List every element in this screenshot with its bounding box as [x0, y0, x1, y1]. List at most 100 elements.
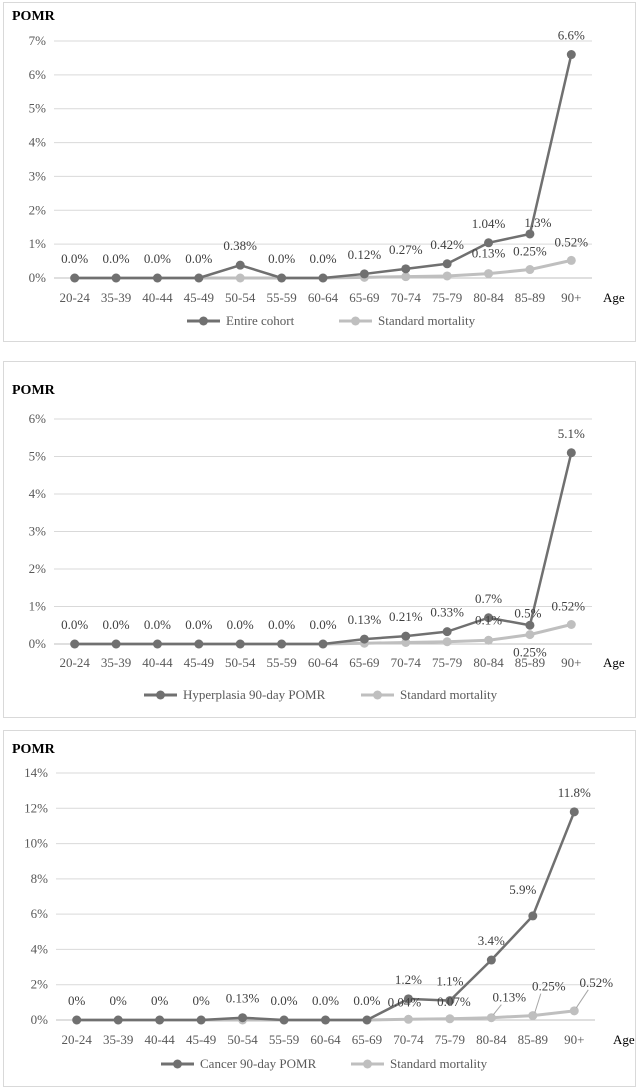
chart-panel-entire-cohort: POMR 0% 1% 2% 3% 4% 5% 6% 7% 20-24 35-39 40-44 45-49…	[3, 2, 636, 342]
data-point	[113, 1015, 123, 1025]
x-tick-label: 40-44	[142, 290, 173, 305]
data-label: 0.25%	[532, 979, 566, 994]
x-tick-label: 80-84	[473, 655, 504, 670]
data-point	[359, 269, 369, 279]
data-label: 0%	[68, 993, 86, 1008]
y-tick-label: 8%	[31, 871, 49, 886]
data-label: 0%	[110, 993, 128, 1008]
x-tick-label: 20-24	[60, 655, 91, 670]
data-point	[442, 271, 452, 281]
data-label: 0.52%	[555, 234, 589, 249]
y-tick-label: 1%	[29, 236, 47, 251]
y-tick-label: 6%	[29, 67, 47, 82]
data-label: 0.13%	[493, 990, 527, 1005]
data-point	[566, 50, 576, 60]
data-label: 0.0%	[312, 993, 339, 1008]
data-point	[569, 807, 579, 817]
data-label: 0.5%	[514, 605, 541, 620]
y-tick-label: 0%	[29, 636, 47, 651]
data-point	[359, 634, 369, 644]
y-tick-label: 1%	[29, 599, 47, 614]
y-tick-label: 12%	[24, 800, 48, 815]
legend-item: Cancer 90-day POMR	[161, 1056, 317, 1071]
data-point	[484, 635, 494, 645]
data-point	[235, 260, 245, 270]
data-label: 0.13%	[472, 246, 506, 261]
x-tick-label: 45-49	[186, 1032, 216, 1047]
data-label: 11.8%	[558, 785, 591, 800]
data-point	[528, 911, 538, 921]
data-point	[362, 1015, 372, 1025]
y-tick-label: 0%	[31, 1012, 49, 1027]
x-axis-title: Age	[613, 1032, 635, 1047]
data-point	[238, 1013, 248, 1023]
legend-item: Standard mortality	[361, 687, 498, 702]
data-label: 0.1%	[475, 612, 502, 627]
label-leader-line	[575, 989, 589, 1009]
x-tick-label: 60-64	[308, 655, 339, 670]
legend-label: Entire cohort	[226, 313, 295, 328]
data-point	[321, 1015, 330, 1025]
data-label: 1.3%	[524, 215, 551, 230]
data-label: 0.13%	[226, 991, 260, 1006]
data-point	[318, 273, 328, 283]
data-label: 0.04%	[388, 994, 422, 1009]
data-label: 1.1%	[436, 974, 463, 989]
legend-label: Cancer 90-day POMR	[200, 1056, 317, 1071]
y-tick-label: 14%	[24, 765, 48, 780]
x-tick-label: 70-74	[391, 655, 422, 670]
data-label: 0.52%	[579, 975, 613, 990]
data-point	[401, 631, 411, 641]
data-label: 5.1%	[558, 426, 585, 441]
legend-swatch-marker	[351, 316, 360, 326]
data-label: 0.42%	[430, 237, 464, 252]
x-tick-label: 80-84	[473, 290, 504, 305]
data-label: 0.0%	[185, 251, 212, 266]
data-label: 1.04%	[472, 216, 506, 231]
data-point	[318, 639, 328, 649]
x-tick-label: 90+	[561, 290, 581, 305]
data-point	[566, 620, 576, 629]
legend-swatch-marker	[156, 690, 165, 700]
data-label: 0.7%	[475, 591, 502, 606]
data-point	[235, 639, 245, 649]
data-label: 5.9%	[509, 882, 536, 897]
label-leader-line	[492, 1004, 502, 1016]
data-point	[528, 1011, 538, 1021]
data-label: 0.21%	[389, 609, 423, 624]
data-point	[235, 273, 245, 283]
data-label: 0.0%	[144, 251, 171, 266]
x-tick-label: 85-89	[518, 1032, 548, 1047]
y-axis-title: POMR	[12, 742, 56, 757]
x-tick-label: 55-59	[269, 1032, 299, 1047]
data-label: 0.0%	[61, 251, 88, 266]
data-label: 0.33%	[430, 605, 464, 620]
data-point	[111, 273, 121, 283]
x-tick-label: 40-44	[142, 655, 173, 670]
data-label: 0.0%	[144, 617, 171, 632]
legend-swatch-marker	[363, 1059, 372, 1069]
data-point	[155, 1015, 165, 1025]
data-label: 1.2%	[395, 972, 422, 987]
data-point	[152, 639, 162, 649]
data-label: 0.25%	[513, 645, 547, 660]
data-point	[525, 229, 535, 239]
data-point	[401, 264, 411, 274]
label-leader-line	[534, 993, 542, 1013]
data-point	[401, 638, 411, 647]
y-tick-label: 2%	[31, 977, 49, 992]
data-label: 0%	[192, 993, 210, 1008]
x-tick-label: 35-39	[101, 290, 131, 305]
data-point	[72, 1015, 82, 1025]
data-point	[279, 1015, 289, 1025]
data-label: 0.0%	[268, 251, 295, 266]
line-chart: POMR 0% 2% 4% 6% 8% 10% 12% 14% 20-24 35-39 40-44 45…	[12, 742, 635, 1071]
data-point	[486, 955, 496, 965]
x-tick-label: 90+	[564, 1032, 584, 1047]
data-point	[152, 273, 162, 283]
data-label: 3.4%	[478, 933, 505, 948]
data-point	[484, 613, 494, 623]
x-tick-label: 50-54	[225, 290, 256, 305]
data-label: 0.0%	[270, 993, 297, 1008]
y-tick-label: 4%	[31, 941, 49, 956]
